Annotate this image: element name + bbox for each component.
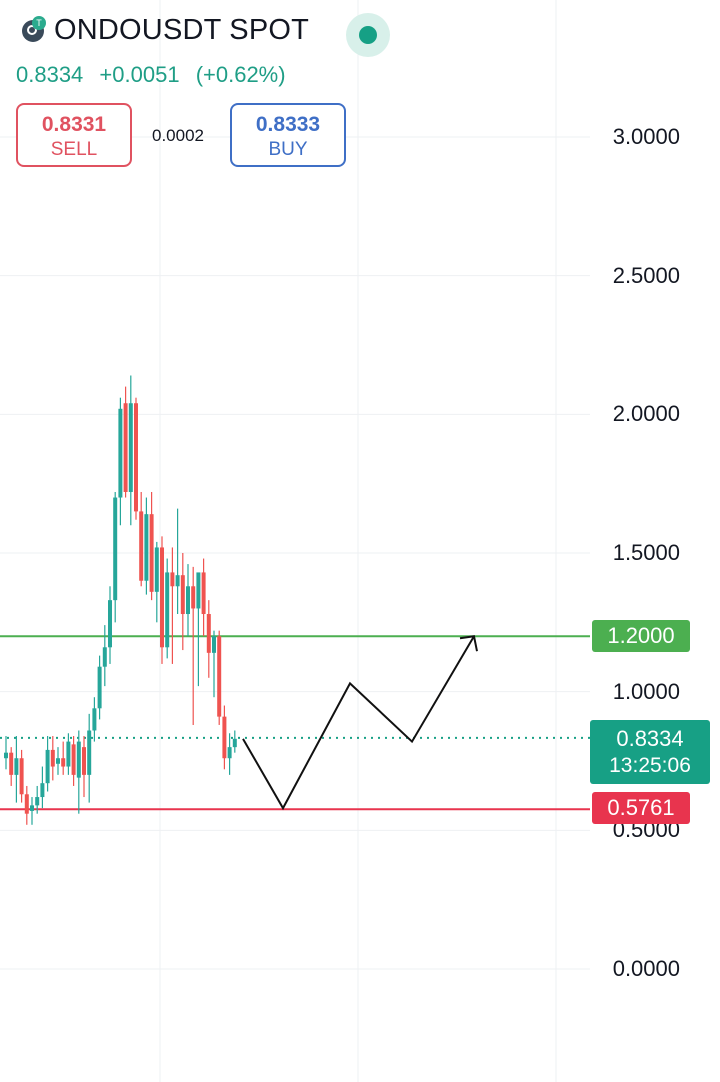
candle-body — [175, 575, 180, 587]
candle-body — [154, 547, 159, 592]
support-price-label: 0.5761 — [592, 792, 690, 824]
sell-button[interactable]: 0.8331 SELL — [16, 103, 132, 167]
resistance-price-label: 1.2000 — [592, 620, 690, 652]
y-tick-label: 1.0000 — [612, 678, 680, 704]
candle-body — [118, 408, 123, 498]
candle-body — [61, 758, 66, 767]
last-price-value: 0.8334 — [616, 726, 684, 751]
last-price: 0.8334 — [16, 62, 84, 87]
price-change: +0.0051 — [99, 62, 180, 87]
y-tick-label: 3.0000 — [612, 124, 680, 149]
candle-body — [56, 758, 60, 764]
candle-body — [170, 572, 175, 587]
symbol-title[interactable]: ONDOUSDT SPOT — [54, 14, 310, 46]
market-status-indicator[interactable] — [346, 13, 390, 57]
market-open-dot-icon — [359, 26, 377, 44]
candle-body — [113, 497, 118, 601]
sell-label: SELL — [50, 139, 98, 160]
candle-body — [92, 708, 97, 731]
candle-body — [71, 744, 76, 775]
candle-countdown: 13:25:06 — [609, 754, 691, 777]
candle-body — [50, 749, 55, 767]
candle-body — [102, 647, 107, 667]
candle-body — [222, 716, 227, 759]
candle-body — [206, 614, 211, 653]
candle-body — [35, 797, 40, 806]
candle-body — [139, 511, 144, 581]
candle-body — [191, 586, 196, 609]
candle-body — [30, 805, 34, 811]
candle-body — [19, 758, 24, 795]
exchange-badge-icon: T — [32, 15, 46, 30]
buy-price: 0.8333 — [255, 113, 321, 136]
candle-body — [217, 636, 222, 717]
spread-value: 0.0002 — [152, 126, 204, 145]
candle-body — [232, 738, 237, 748]
candle-body — [227, 747, 232, 759]
sell-price: 0.8331 — [41, 113, 107, 136]
last-price-label: 0.8334 13:25:06 — [590, 720, 710, 784]
y-tick-label: 2.0000 — [612, 401, 680, 427]
candle-body — [76, 741, 81, 778]
candle-body — [196, 572, 201, 609]
token-logo-icon: T — [22, 15, 46, 42]
candle-body — [108, 600, 112, 648]
buy-label: BUY — [268, 139, 308, 160]
candle-body — [180, 575, 185, 615]
y-tick-label: 1.5000 — [612, 540, 680, 565]
candle-body — [134, 403, 138, 512]
projection-path — [242, 635, 475, 811]
candle-body — [9, 752, 14, 775]
candle-body — [66, 741, 71, 767]
candle-body — [201, 572, 206, 615]
candle-body — [4, 752, 8, 759]
candle-body — [24, 794, 29, 814]
candle-body — [123, 403, 128, 492]
candle-body — [149, 514, 154, 592]
candle-body — [40, 783, 45, 798]
candle-body — [97, 666, 102, 709]
candle-body — [82, 747, 86, 775]
candle-body — [186, 586, 190, 615]
candle-body — [128, 403, 133, 492]
buy-button[interactable]: 0.8333 BUY — [230, 103, 346, 167]
symbol-row[interactable]: T ONDOUSDT SPOT — [22, 14, 309, 47]
candle-body — [45, 749, 50, 784]
price-change-row: 0.8334 +0.0051 (+0.62%) — [16, 62, 296, 88]
price-change-percent: (+0.62%) — [195, 62, 286, 87]
candle-body — [160, 547, 164, 648]
candle-body — [212, 636, 216, 653]
y-tick-label: 0.0000 — [612, 956, 680, 981]
candle-body — [165, 572, 170, 648]
y-tick-label: 2.5000 — [612, 262, 680, 288]
candle-body — [14, 758, 19, 775]
candle-body — [144, 514, 149, 581]
projection-arrowhead-icon — [459, 635, 478, 652]
candle-body — [87, 730, 92, 775]
